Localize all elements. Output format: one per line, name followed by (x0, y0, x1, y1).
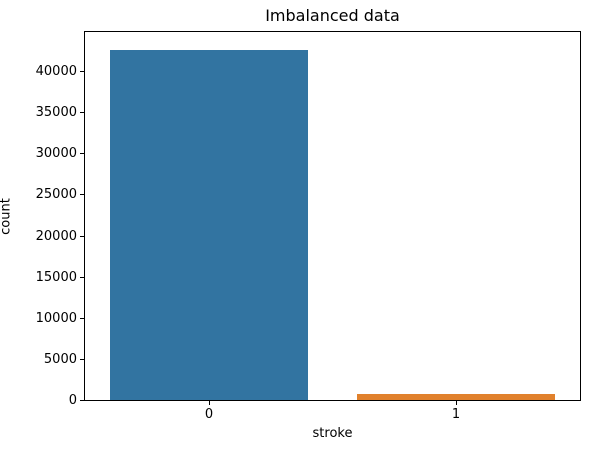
y-tick-label: 15000 (35, 270, 77, 285)
y-tick-mark (80, 400, 84, 401)
y-tick-mark (80, 359, 84, 360)
y-tick-label: 5000 (43, 352, 77, 367)
y-tick-mark (80, 277, 84, 278)
y-tick-mark (80, 153, 84, 154)
axes (84, 31, 581, 401)
y-tick-mark (80, 71, 84, 72)
y-tick-mark (80, 194, 84, 195)
x-tick-mark (456, 401, 457, 405)
bar-category-0 (109, 50, 308, 400)
x-tick-label: 1 (451, 407, 461, 422)
y-tick-label: 25000 (35, 187, 77, 202)
y-tick-mark (80, 112, 84, 113)
y-tick-label: 20000 (35, 229, 77, 244)
y-axis-label: count (0, 198, 14, 235)
y-tick-mark (80, 236, 84, 237)
chart-title: Imbalanced data (265, 6, 400, 25)
y-tick-mark (80, 318, 84, 319)
y-tick-label: 35000 (35, 105, 77, 120)
y-tick-label: 40000 (35, 64, 77, 79)
bar-category-1 (357, 394, 556, 400)
x-tick-mark (209, 401, 210, 405)
x-axis-label: stroke (312, 426, 353, 441)
x-tick-label: 0 (204, 407, 214, 422)
y-tick-label: 10000 (35, 311, 77, 326)
y-tick-label: 0 (68, 393, 77, 408)
y-tick-label: 30000 (35, 146, 77, 161)
